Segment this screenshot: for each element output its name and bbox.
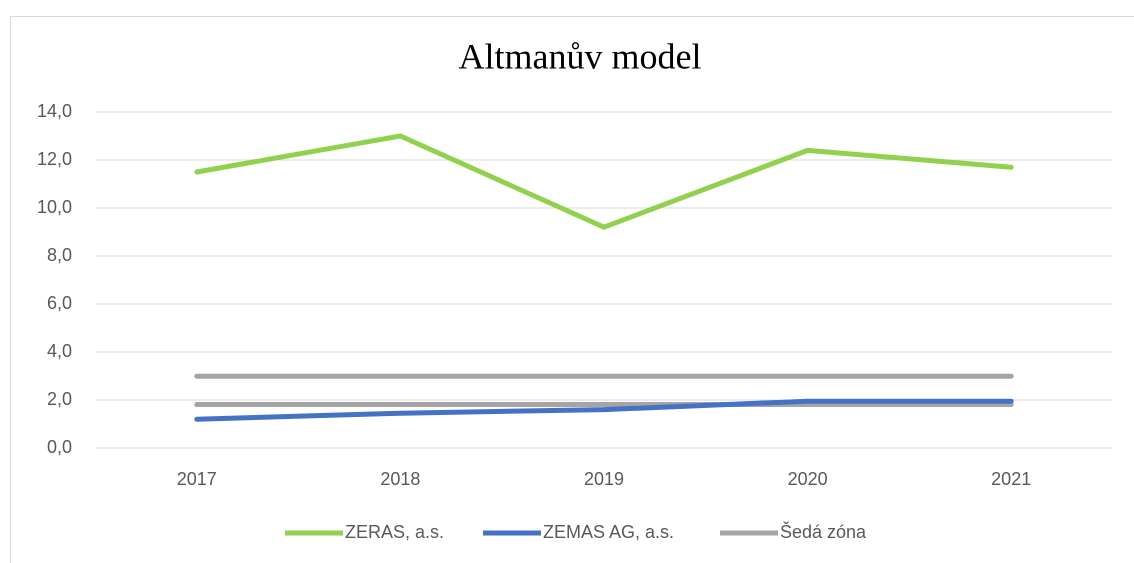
y-tick-label: 10,0 <box>37 197 72 217</box>
y-tick-label: 14,0 <box>37 101 72 121</box>
legend-label: Šedá zóna <box>780 521 867 542</box>
x-tick-label: 2017 <box>177 469 217 489</box>
y-tick-label: 12,0 <box>37 149 72 169</box>
legend-label: ZEMAS AG, a.s. <box>543 522 674 542</box>
y-tick-label: 0,0 <box>47 437 72 457</box>
chart-title: Altmanův model <box>459 36 702 76</box>
y-tick-label: 6,0 <box>47 293 72 313</box>
y-tick-label: 8,0 <box>47 245 72 265</box>
series-line <box>194 398 1014 422</box>
x-tick-label: 2021 <box>991 469 1031 489</box>
legend-label: ZERAS, a.s. <box>345 522 444 542</box>
x-tick-label: 2019 <box>584 469 624 489</box>
series-line <box>194 133 1014 230</box>
x-tick-label: 2018 <box>380 469 420 489</box>
x-tick-label: 2020 <box>788 469 828 489</box>
y-tick-label: 2,0 <box>47 389 72 409</box>
y-tick-label: 4,0 <box>47 341 72 361</box>
